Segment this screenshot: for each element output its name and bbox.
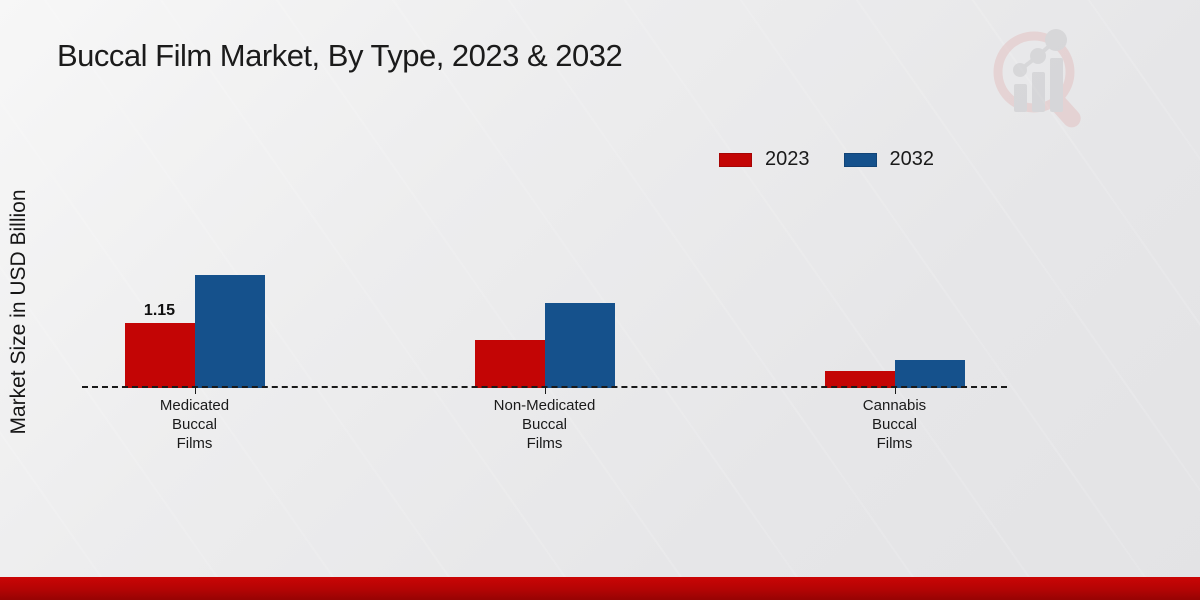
bar-2032-medicated-buccal-films [194,275,265,388]
legend-swatch-2032-icon [843,152,877,167]
x-axis-tick [544,388,546,394]
bar-value-label: 1.15 [143,302,176,320]
legend: 2023 2032 [719,148,968,171]
x-axis-tick [194,388,196,394]
category-label-medicated-buccal-films: Medicated Buccal Films [159,397,230,452]
bar-2023-cannabis-buccal-films [824,371,895,388]
legend-label-2023: 2023 [765,148,810,170]
legend-item-2023: 2023 [719,148,810,171]
category-label-non-medicated-buccal-films: Non-Medicated Buccal Films [493,397,596,452]
bar-2023-medicated-buccal-films [124,323,195,388]
legend-swatch-2023-icon [719,152,752,167]
bar-2032-cannabis-buccal-films [894,359,965,388]
chart-title: Buccal Film Market, By Type, 2023 & 2032 [57,38,623,73]
legend-label-2032: 2032 [889,148,935,170]
x-axis-tick [894,388,896,394]
bar-2023-non-medicated-buccal-films [474,339,545,388]
category-label-cannabis-buccal-films: Cannabis Buccal Films [862,397,927,452]
y-axis-label: Market Size in USD Billion [7,189,30,435]
footer-band [0,577,1200,600]
bar-2032-non-medicated-buccal-films [544,303,615,388]
legend-item-2032: 2032 [843,148,935,171]
magnifier-bar-chart-logo-icon [993,29,1081,128]
zero-baseline [82,386,1007,388]
